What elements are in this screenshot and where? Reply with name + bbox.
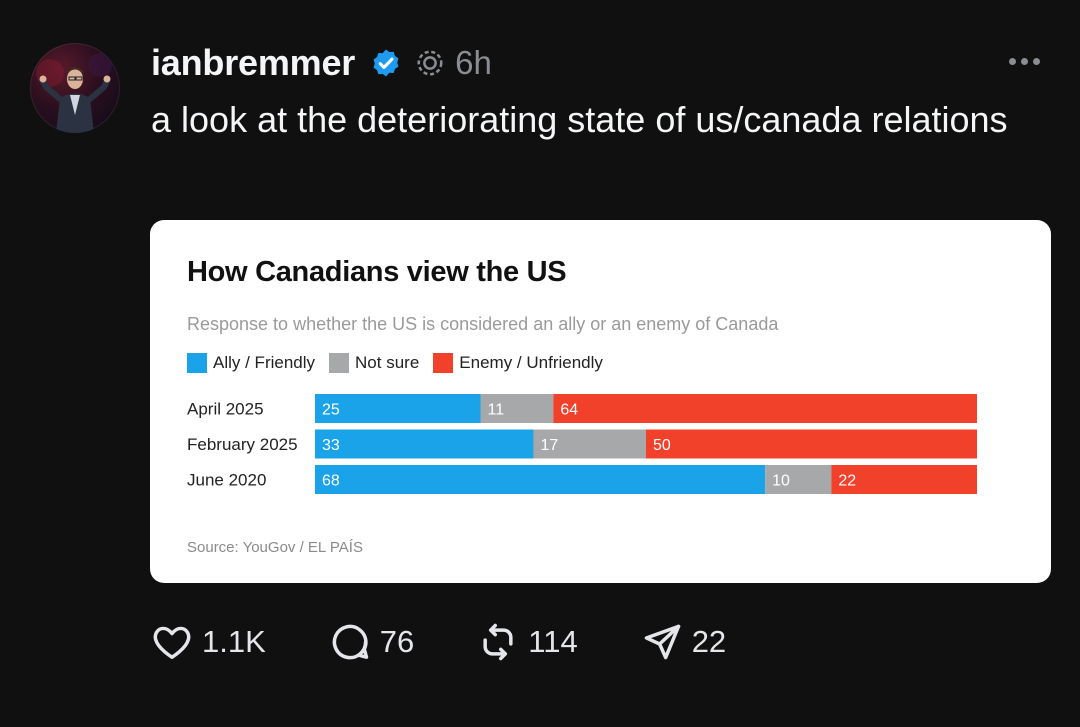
chart-source: Source: YouGov / EL PAÍS bbox=[187, 539, 363, 556]
post-text: a look at the deteriorating state of us/… bbox=[151, 99, 1008, 140]
legend-swatch-not-sure bbox=[329, 353, 350, 373]
repost-button[interactable]: 114 bbox=[476, 620, 578, 664]
bar-not-sure-february-2025 bbox=[533, 429, 646, 459]
data-label-enemy-april-2025: 64 bbox=[560, 402, 578, 419]
chart-title: How Canadians view the US bbox=[187, 256, 567, 288]
legend-item-enemy: Enemy / Unfriendly bbox=[433, 353, 603, 373]
data-label-ally-february-2025: 33 bbox=[322, 437, 340, 454]
verified-badge-icon bbox=[369, 46, 403, 80]
legend-label-not-sure: Not sure bbox=[355, 353, 420, 372]
bar-ally-april-2025 bbox=[315, 394, 481, 423]
chart-subtitle: Response to whether the US is considered… bbox=[187, 314, 779, 334]
category-label-june-2020: June 2020 bbox=[187, 471, 266, 490]
data-label-not-sure-february-2025: 17 bbox=[540, 437, 558, 454]
username[interactable]: ianbremmer bbox=[151, 42, 356, 83]
category-label-february-2025: February 2025 bbox=[187, 435, 298, 454]
speaker-photo bbox=[36, 53, 112, 133]
data-label-enemy-february-2025: 50 bbox=[653, 437, 671, 454]
reply-button[interactable]: 76 bbox=[328, 620, 414, 664]
stacked-bar-chart: April 2025 25 11 64 February 2025 33 17 50 June … bbox=[187, 394, 977, 494]
legend-label-ally: Ally / Friendly bbox=[213, 353, 316, 372]
legend-item-ally: Ally / Friendly bbox=[187, 353, 315, 373]
chart-legend: Ally / Friendly Not sure Enemy / Unfrien… bbox=[187, 353, 603, 373]
category-label-april-2025: April 2025 bbox=[187, 400, 264, 419]
legend-swatch-ally bbox=[187, 353, 207, 373]
bar-enemy-april-2025 bbox=[553, 394, 977, 423]
action-bar: 1.1K 76 114 22 bbox=[150, 617, 726, 667]
bar-ally-february-2025 bbox=[315, 429, 534, 459]
repost-count: 114 bbox=[528, 624, 578, 659]
reply-count: 76 bbox=[379, 624, 415, 659]
data-label-not-sure-june-2020: 10 bbox=[772, 473, 790, 490]
post-header: ianbremmer 6h bbox=[151, 40, 492, 86]
bar-ally-june-2020 bbox=[315, 465, 766, 494]
legend-swatch-enemy bbox=[433, 353, 454, 373]
bar-enemy-june-2020 bbox=[831, 465, 977, 494]
heart-icon bbox=[153, 626, 191, 659]
data-label-ally-april-2025: 25 bbox=[322, 402, 340, 419]
more-options-icon bbox=[1008, 57, 1016, 65]
send-icon bbox=[644, 624, 680, 660]
data-label-not-sure-april-2025: 11 bbox=[488, 402, 505, 419]
more-options-button[interactable] bbox=[1004, 48, 1044, 74]
share-count: 22 bbox=[691, 624, 727, 659]
like-button[interactable]: 1.1K bbox=[150, 620, 266, 664]
bar-not-sure-june-2020 bbox=[765, 465, 832, 494]
legend-item-not-sure: Not sure bbox=[329, 353, 419, 373]
bar-enemy-february-2025 bbox=[646, 429, 977, 459]
avatar[interactable] bbox=[30, 43, 120, 133]
bar-not-sure-april-2025 bbox=[480, 394, 554, 423]
share-button[interactable]: 22 bbox=[640, 620, 726, 664]
like-count: 1.1K bbox=[202, 624, 266, 659]
data-label-ally-june-2020: 68 bbox=[322, 473, 340, 490]
repost-icon bbox=[483, 623, 513, 661]
comment-icon bbox=[332, 624, 369, 660]
post-timestamp: 6h bbox=[455, 44, 492, 81]
legend-label-enemy: Enemy / Unfriendly bbox=[459, 353, 603, 372]
chart-image[interactable]: How Canadians view the US Response to wh… bbox=[150, 220, 1051, 583]
threads-ai-icon bbox=[415, 48, 445, 78]
data-label-enemy-june-2020: 22 bbox=[838, 473, 856, 490]
